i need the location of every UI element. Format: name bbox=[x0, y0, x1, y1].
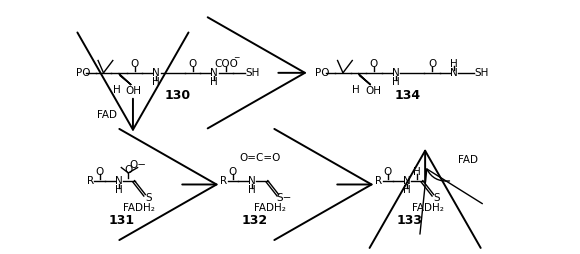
Text: O: O bbox=[130, 59, 139, 69]
Text: H: H bbox=[352, 85, 360, 95]
Text: 132: 132 bbox=[241, 214, 268, 227]
Text: 133: 133 bbox=[397, 214, 423, 227]
Text: O: O bbox=[428, 59, 436, 69]
Text: OH: OH bbox=[365, 86, 381, 96]
Text: N: N bbox=[211, 68, 218, 78]
Text: SH: SH bbox=[245, 68, 259, 78]
Text: H: H bbox=[115, 185, 123, 195]
Text: O: O bbox=[96, 167, 104, 177]
Text: O: O bbox=[384, 167, 392, 177]
Text: 131: 131 bbox=[108, 214, 135, 227]
Text: N: N bbox=[248, 176, 256, 186]
Text: FAD: FAD bbox=[458, 155, 478, 165]
Text: H: H bbox=[413, 167, 420, 177]
Text: FADH₂: FADH₂ bbox=[123, 203, 155, 213]
Text: FADH₂: FADH₂ bbox=[254, 203, 286, 213]
Text: N: N bbox=[153, 68, 160, 78]
Text: SH: SH bbox=[474, 68, 489, 78]
Text: OH: OH bbox=[126, 86, 142, 96]
Text: R: R bbox=[375, 176, 382, 186]
Text: PO: PO bbox=[77, 68, 91, 78]
Text: O: O bbox=[124, 165, 132, 175]
Text: N: N bbox=[392, 68, 400, 78]
Text: N: N bbox=[115, 176, 123, 186]
Text: R: R bbox=[87, 176, 94, 186]
Text: 130: 130 bbox=[164, 89, 190, 102]
Text: FADH₂: FADH₂ bbox=[412, 203, 443, 213]
Text: H: H bbox=[404, 185, 411, 195]
Text: 134: 134 bbox=[395, 89, 421, 102]
Text: PO: PO bbox=[315, 68, 329, 78]
Text: S: S bbox=[145, 193, 152, 203]
Text: O=C=O: O=C=O bbox=[240, 153, 281, 163]
Text: O: O bbox=[188, 59, 197, 69]
Text: COO: COO bbox=[214, 59, 238, 69]
Text: H: H bbox=[450, 59, 458, 69]
Text: R: R bbox=[220, 176, 227, 186]
Text: O: O bbox=[370, 59, 378, 69]
Text: H: H bbox=[113, 85, 121, 95]
Text: S−: S− bbox=[277, 193, 292, 203]
Text: O: O bbox=[229, 167, 237, 177]
Text: S: S bbox=[433, 193, 440, 203]
Text: H: H bbox=[153, 77, 160, 87]
Text: H: H bbox=[248, 185, 256, 195]
Text: FAD: FAD bbox=[97, 110, 117, 120]
Text: N: N bbox=[450, 68, 458, 78]
Text: −: − bbox=[234, 53, 240, 62]
Text: N: N bbox=[404, 176, 411, 186]
Text: O−: O− bbox=[129, 160, 146, 170]
Text: H: H bbox=[392, 77, 400, 87]
Text: H: H bbox=[211, 77, 218, 87]
